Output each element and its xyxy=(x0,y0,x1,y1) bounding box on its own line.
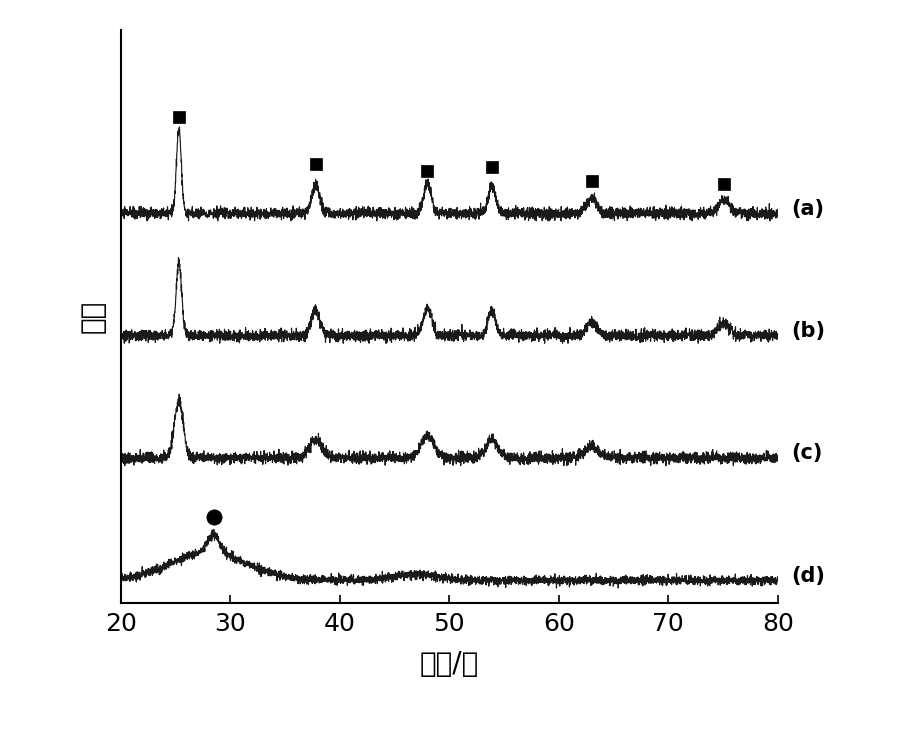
Text: (b): (b) xyxy=(791,321,824,341)
Text: (c): (c) xyxy=(791,443,823,464)
X-axis label: 角度/度: 角度/度 xyxy=(420,650,479,677)
Text: (a): (a) xyxy=(791,198,824,219)
Y-axis label: 强度: 强度 xyxy=(79,300,107,333)
Text: (d): (d) xyxy=(791,566,824,586)
